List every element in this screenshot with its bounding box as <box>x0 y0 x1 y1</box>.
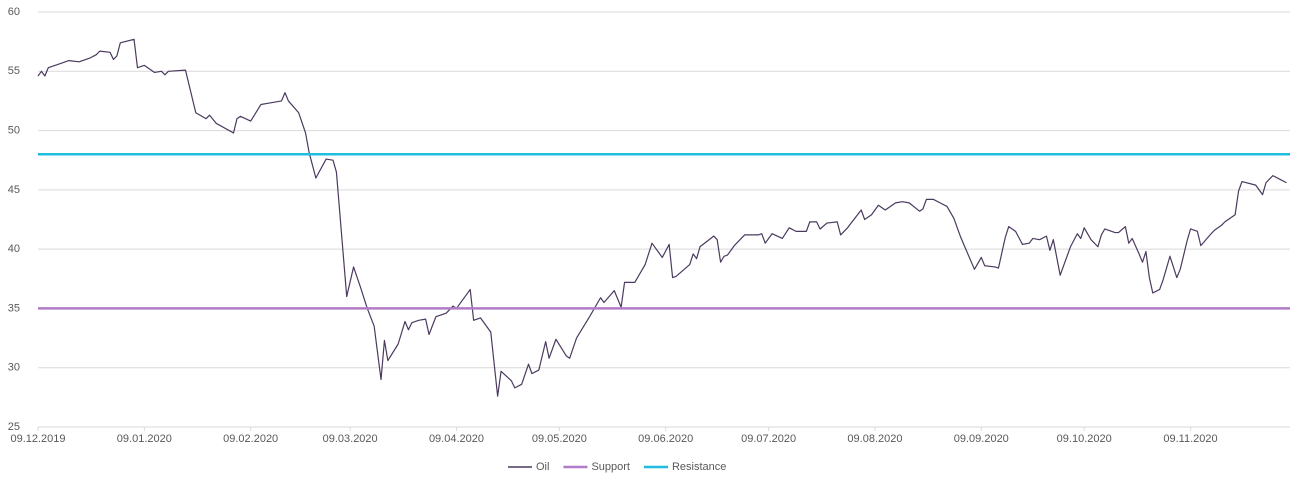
y-tick-label: 25 <box>8 421 20 433</box>
y-tick-label: 60 <box>8 6 20 18</box>
x-tick-label: 09.03.2020 <box>323 433 378 445</box>
x-tick-label: 09.05.2020 <box>532 433 587 445</box>
y-tick-label: 30 <box>8 362 20 374</box>
x-tick-label: 09.07.2020 <box>741 433 796 445</box>
x-tick-label: 09.04.2020 <box>429 433 484 445</box>
y-tick-label: 40 <box>8 243 20 255</box>
x-tick-label: 09.02.2020 <box>223 433 278 445</box>
x-tick-label: 09.09.2020 <box>954 433 1009 445</box>
y-tick-label: 35 <box>8 302 20 314</box>
y-tick-label: 45 <box>8 184 20 196</box>
x-tick-label: 09.08.2020 <box>847 433 902 445</box>
x-tick-label: 09.01.2020 <box>117 433 172 445</box>
series-line <box>37 38 1287 397</box>
legend-label: Oil <box>536 461 549 473</box>
y-tick-label: 50 <box>8 124 20 136</box>
x-tick-label: 09.12.2019 <box>10 433 65 445</box>
x-tick-label: 09.11.2020 <box>1163 433 1217 445</box>
legend-label: Resistance <box>672 461 726 473</box>
y-tick-label: 55 <box>8 65 20 77</box>
x-tick-label: 09.10.2020 <box>1057 433 1112 445</box>
legend-label: Support <box>591 461 630 473</box>
x-tick-label: 09.06.2020 <box>638 433 693 445</box>
